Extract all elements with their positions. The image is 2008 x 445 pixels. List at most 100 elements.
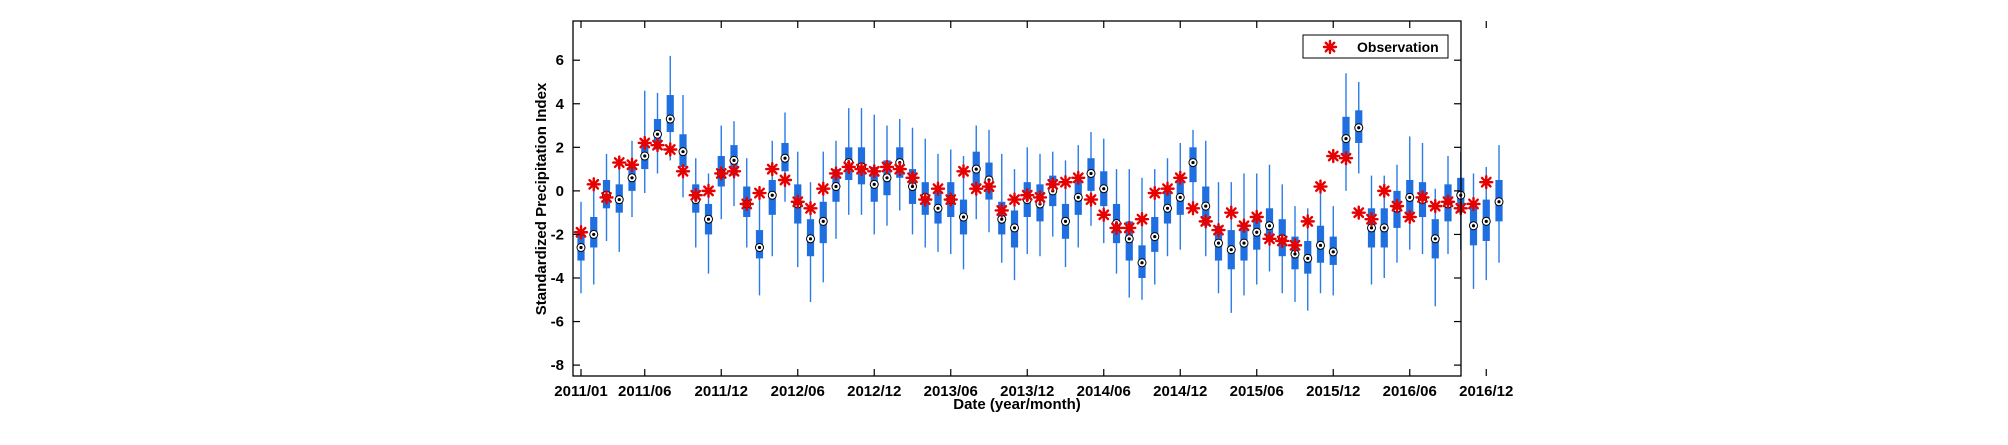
- observation-point: [1109, 220, 1124, 236]
- box-median-dot: [1140, 261, 1144, 265]
- box-item: [1010, 169, 1019, 281]
- observation-point: [1326, 148, 1341, 164]
- box-item: [857, 108, 866, 215]
- observation-star-stroke: [664, 144, 676, 155]
- x-tick-label: 2015/12: [1306, 383, 1360, 400]
- observation-star-stroke: [792, 196, 804, 208]
- observation-star-stroke: [1072, 172, 1084, 184]
- box-item: [1086, 132, 1096, 226]
- observation-point: [1415, 190, 1430, 205]
- box-item: [1137, 177, 1147, 300]
- observation-star-stroke: [1315, 181, 1326, 192]
- x-tick-label: 2015/06: [1230, 383, 1284, 400]
- observation-star-stroke: [715, 168, 727, 179]
- y-tick-label: -8: [551, 357, 564, 374]
- axis-ticks: -8 -6 -4 -2 0 2 4 6 2011/01 2011/06 2011/12 2012/06…: [551, 21, 1513, 400]
- x-tick-label: 2011/12: [695, 383, 748, 400]
- box-item: [678, 95, 688, 198]
- box-median-dot: [668, 117, 672, 121]
- box-iqr: [666, 95, 674, 133]
- box-item: [1316, 182, 1325, 294]
- box-item: [831, 140, 841, 239]
- observation-point: [943, 192, 958, 207]
- observation-point: [688, 188, 703, 203]
- box-item: [1226, 182, 1236, 313]
- box-median-dot: [1255, 230, 1259, 234]
- observation-point: [867, 164, 882, 179]
- observation-point: [1466, 196, 1481, 212]
- observation-point: [1058, 174, 1073, 190]
- observation-point: [1428, 198, 1443, 214]
- box-item: [755, 199, 764, 296]
- box-median-dot: [681, 150, 685, 154]
- box-item: [1252, 173, 1262, 285]
- box-median-dot: [1216, 241, 1221, 245]
- box-item: [818, 151, 828, 283]
- observation-star-stroke: [1225, 207, 1237, 219]
- observation-star-stroke: [945, 194, 957, 206]
- observation-star-stroke: [919, 194, 931, 206]
- observation-star-stroke: [1366, 213, 1377, 225]
- observation-point: [1389, 198, 1405, 214]
- observation-point: [1007, 192, 1022, 207]
- box-median-dot: [1471, 224, 1476, 228]
- observation-star-stroke: [601, 191, 612, 203]
- observation-star-stroke: [652, 139, 663, 151]
- observation-star-stroke: [856, 163, 867, 175]
- observation-point: [1198, 214, 1213, 229]
- box-median-dot: [1229, 248, 1233, 252]
- x-tick-label: 2013/06: [924, 383, 978, 400]
- box-median-dot: [1000, 217, 1004, 221]
- box-median-dot: [1408, 195, 1412, 200]
- box-median-dot: [1357, 126, 1361, 130]
- observation-point: [599, 190, 614, 205]
- observation-point: [1224, 205, 1239, 220]
- observation-star-stroke: [958, 165, 969, 177]
- box-item: [1354, 81, 1364, 174]
- legend-box: [1302, 34, 1449, 59]
- observation-star-stroke: [1238, 220, 1250, 232]
- box-median-dot: [655, 132, 660, 136]
- observation-star-stroke: [1047, 178, 1059, 190]
- observation-point: [573, 225, 589, 240]
- box-median-dot: [1306, 256, 1310, 260]
- box-median-dot: [1497, 200, 1501, 204]
- box-item: [627, 140, 637, 218]
- box-median-dot: [1267, 224, 1272, 228]
- box-median-dot: [961, 215, 966, 219]
- box-median-dot: [872, 182, 876, 186]
- observation-star-stroke: [1442, 196, 1454, 208]
- box-median-dot: [1153, 235, 1157, 239]
- observation-star-stroke: [1009, 194, 1020, 206]
- y-tick-label: 6: [556, 52, 564, 69]
- box-item: [1188, 129, 1198, 213]
- box-item: [1163, 158, 1172, 257]
- observation-point: [1032, 190, 1048, 205]
- x-tick-label: 2014/06: [1077, 383, 1131, 400]
- observation-star-stroke: [1162, 183, 1173, 195]
- box-median-dot: [617, 197, 621, 202]
- observation-point: [765, 161, 780, 177]
- y-tick-label: 2: [556, 139, 564, 156]
- box-median-dot: [1369, 226, 1374, 230]
- box-item: [1469, 173, 1478, 289]
- box-median-dot: [1076, 195, 1080, 200]
- observation-star-stroke: [1276, 235, 1288, 247]
- observation-point: [739, 196, 754, 212]
- observation-point: [586, 177, 601, 192]
- observation-star-stroke: [1251, 211, 1263, 223]
- observation-star-stroke: [703, 185, 714, 197]
- x-tick-label: 2016/06: [1383, 383, 1437, 400]
- box-item: [971, 125, 981, 220]
- observation-star-stroke: [932, 183, 944, 195]
- observation-point: [650, 137, 665, 153]
- observation-point: [1173, 170, 1188, 186]
- legend-observation-label: Observation: [1357, 39, 1439, 55]
- y-tick-label: -6: [551, 314, 564, 331]
- observation-point: [1020, 188, 1035, 203]
- observation-point: [701, 183, 716, 199]
- observation-point: [816, 181, 831, 196]
- observation-star-stroke: [830, 168, 842, 179]
- x-tick-label: 2011/01: [554, 383, 607, 400]
